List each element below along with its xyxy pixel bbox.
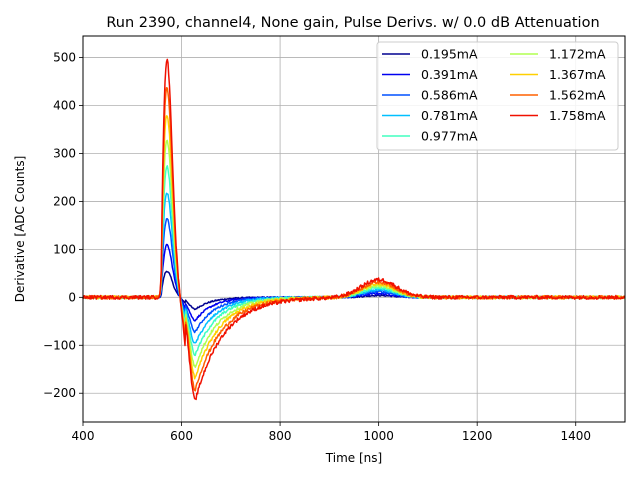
legend-label: 0.781mA	[421, 108, 478, 123]
legend-box	[376, 41, 619, 151]
x-tick-label: 600	[170, 429, 193, 443]
series-line-1.758mA	[82, 58, 625, 401]
legend-label: 1.367mA	[549, 67, 606, 82]
legend: 0.195mA 0.391mA 0.586mA 0.781mA 0.977mA 1.172…	[376, 41, 619, 151]
x-tick-label: 1200	[462, 429, 493, 443]
y-axis-label: Derivative [ADC Counts]	[13, 156, 27, 303]
legend-label: 0.391mA	[421, 67, 478, 82]
y-tick-label: 500	[53, 51, 76, 65]
chart-title: Run 2390, channel4, None gain, Pulse Der…	[106, 15, 599, 31]
x-tick-label: 1000	[363, 429, 394, 443]
x-tick-label: 1400	[560, 429, 591, 443]
axis-ticks: 400 600 800 1000 1200 1400 −200 −100 0 100 200 300 4…	[43, 51, 591, 443]
series-line-0.391mA	[82, 243, 625, 322]
legend-label: 1.758mA	[549, 108, 606, 123]
y-tick-label: 200	[53, 194, 76, 208]
y-tick-label: −200	[43, 386, 76, 400]
y-tick-label: 0	[68, 290, 76, 304]
legend-label: 1.562mA	[549, 88, 606, 103]
x-axis-label: Time [ns]	[325, 451, 382, 465]
y-tick-label: 400	[53, 99, 76, 113]
series-group	[82, 58, 626, 401]
plot-frame	[82, 35, 626, 423]
legend-label: 1.172mA	[549, 47, 606, 62]
legend-label: 0.977mA	[421, 129, 478, 144]
legend-label: 0.195mA	[421, 47, 478, 62]
x-tick-label: 800	[269, 429, 292, 443]
series-line-1.367mA	[82, 115, 626, 380]
x-tick-label: 400	[72, 429, 95, 443]
y-tick-label: −100	[43, 338, 76, 352]
series-line-0.781mA	[82, 192, 626, 344]
y-tick-label: 100	[53, 242, 76, 256]
legend-label: 0.586mA	[421, 88, 478, 103]
y-tick-label: 300	[53, 146, 76, 160]
